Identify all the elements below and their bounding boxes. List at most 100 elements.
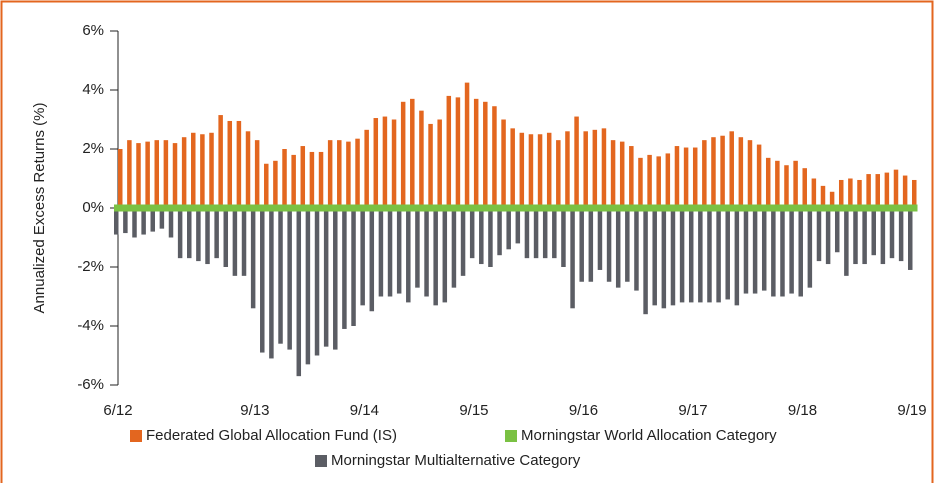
bar: [123, 208, 128, 234]
bar: [323, 208, 329, 347]
bar: [825, 208, 831, 265]
bar: [273, 160, 278, 208]
bar: [780, 208, 785, 297]
x-tick-label: 9/14: [350, 402, 379, 419]
bar: [780, 204, 790, 212]
bar: [811, 178, 817, 208]
bar: [688, 204, 699, 212]
bar: [218, 115, 223, 208]
bar: [552, 204, 562, 212]
bar: [469, 208, 475, 259]
bar: [665, 153, 671, 208]
bar: [387, 204, 398, 212]
bar: [857, 179, 862, 208]
bar: [424, 208, 429, 297]
bar: [570, 208, 575, 309]
bar: [707, 208, 712, 303]
bar: [373, 118, 379, 208]
bar: [141, 204, 151, 212]
bar: [396, 208, 402, 294]
bar: [364, 129, 369, 208]
y-tick-label: -6%: [77, 376, 104, 393]
bar: [561, 204, 571, 212]
bar: [834, 204, 845, 212]
bar: [346, 141, 351, 208]
bar: [515, 204, 526, 212]
bar: [159, 204, 170, 212]
bar: [501, 119, 506, 208]
bar: [415, 208, 420, 288]
bar: [528, 134, 534, 208]
bar: [451, 208, 457, 288]
bar: [908, 208, 913, 270]
bar: [679, 204, 690, 212]
legend-label: Morningstar World Allocation Category: [521, 427, 777, 444]
bar: [269, 208, 274, 359]
bar: [236, 120, 242, 208]
bar: [378, 204, 389, 212]
bar: [333, 208, 338, 350]
bar: [214, 204, 224, 212]
bar: [118, 149, 123, 208]
bar: [488, 204, 498, 212]
bar: [223, 208, 229, 267]
bar: [692, 147, 698, 208]
bar: [519, 132, 525, 208]
bar: [752, 208, 758, 294]
bar: [396, 204, 407, 212]
bar: [132, 204, 142, 212]
bar: [848, 178, 853, 208]
bar: [181, 137, 187, 208]
bar: [716, 204, 726, 212]
bar: [355, 138, 360, 208]
bar: [223, 204, 234, 212]
bar: [893, 169, 899, 208]
bar: [574, 116, 579, 208]
bar: [579, 208, 584, 282]
bar: [702, 140, 707, 208]
bar: [287, 204, 297, 212]
bar: [756, 144, 762, 208]
bar: [460, 208, 466, 276]
bar: [296, 208, 302, 377]
bar: [820, 185, 826, 208]
bar: [506, 208, 511, 250]
legend-swatch: [505, 430, 517, 442]
bar: [634, 204, 644, 212]
bar: [269, 204, 279, 212]
bar: [542, 204, 553, 212]
bar: [606, 208, 612, 282]
bar: [647, 154, 652, 208]
bar: [400, 101, 406, 208]
x-tick-label: 9/18: [788, 402, 817, 419]
bar: [415, 204, 425, 212]
bar: [556, 140, 561, 208]
legend-swatch: [315, 455, 327, 467]
bar: [305, 204, 316, 212]
bar: [866, 174, 871, 208]
bar: [260, 204, 270, 212]
bar: [734, 204, 745, 212]
bar: [305, 208, 311, 365]
bar: [323, 204, 334, 212]
bar: [123, 204, 133, 212]
bar: [488, 208, 493, 267]
x-tick-label: 9/16: [569, 402, 598, 419]
bar: [565, 131, 570, 208]
bar: [588, 208, 594, 282]
bar: [884, 172, 890, 208]
bar: [761, 204, 772, 212]
bar: [455, 97, 461, 208]
legend-label: Morningstar Multialternative Category: [331, 452, 581, 469]
bar: [369, 208, 375, 312]
bar: [168, 208, 174, 238]
legend-label: Federated Global Allocation Fund (IS): [146, 427, 397, 444]
bar: [360, 208, 365, 306]
y-tick-label: 2%: [82, 140, 104, 157]
bar: [829, 191, 835, 208]
bar: [314, 204, 325, 212]
bar: [342, 208, 347, 329]
bar: [734, 208, 740, 306]
bar: [707, 204, 717, 212]
